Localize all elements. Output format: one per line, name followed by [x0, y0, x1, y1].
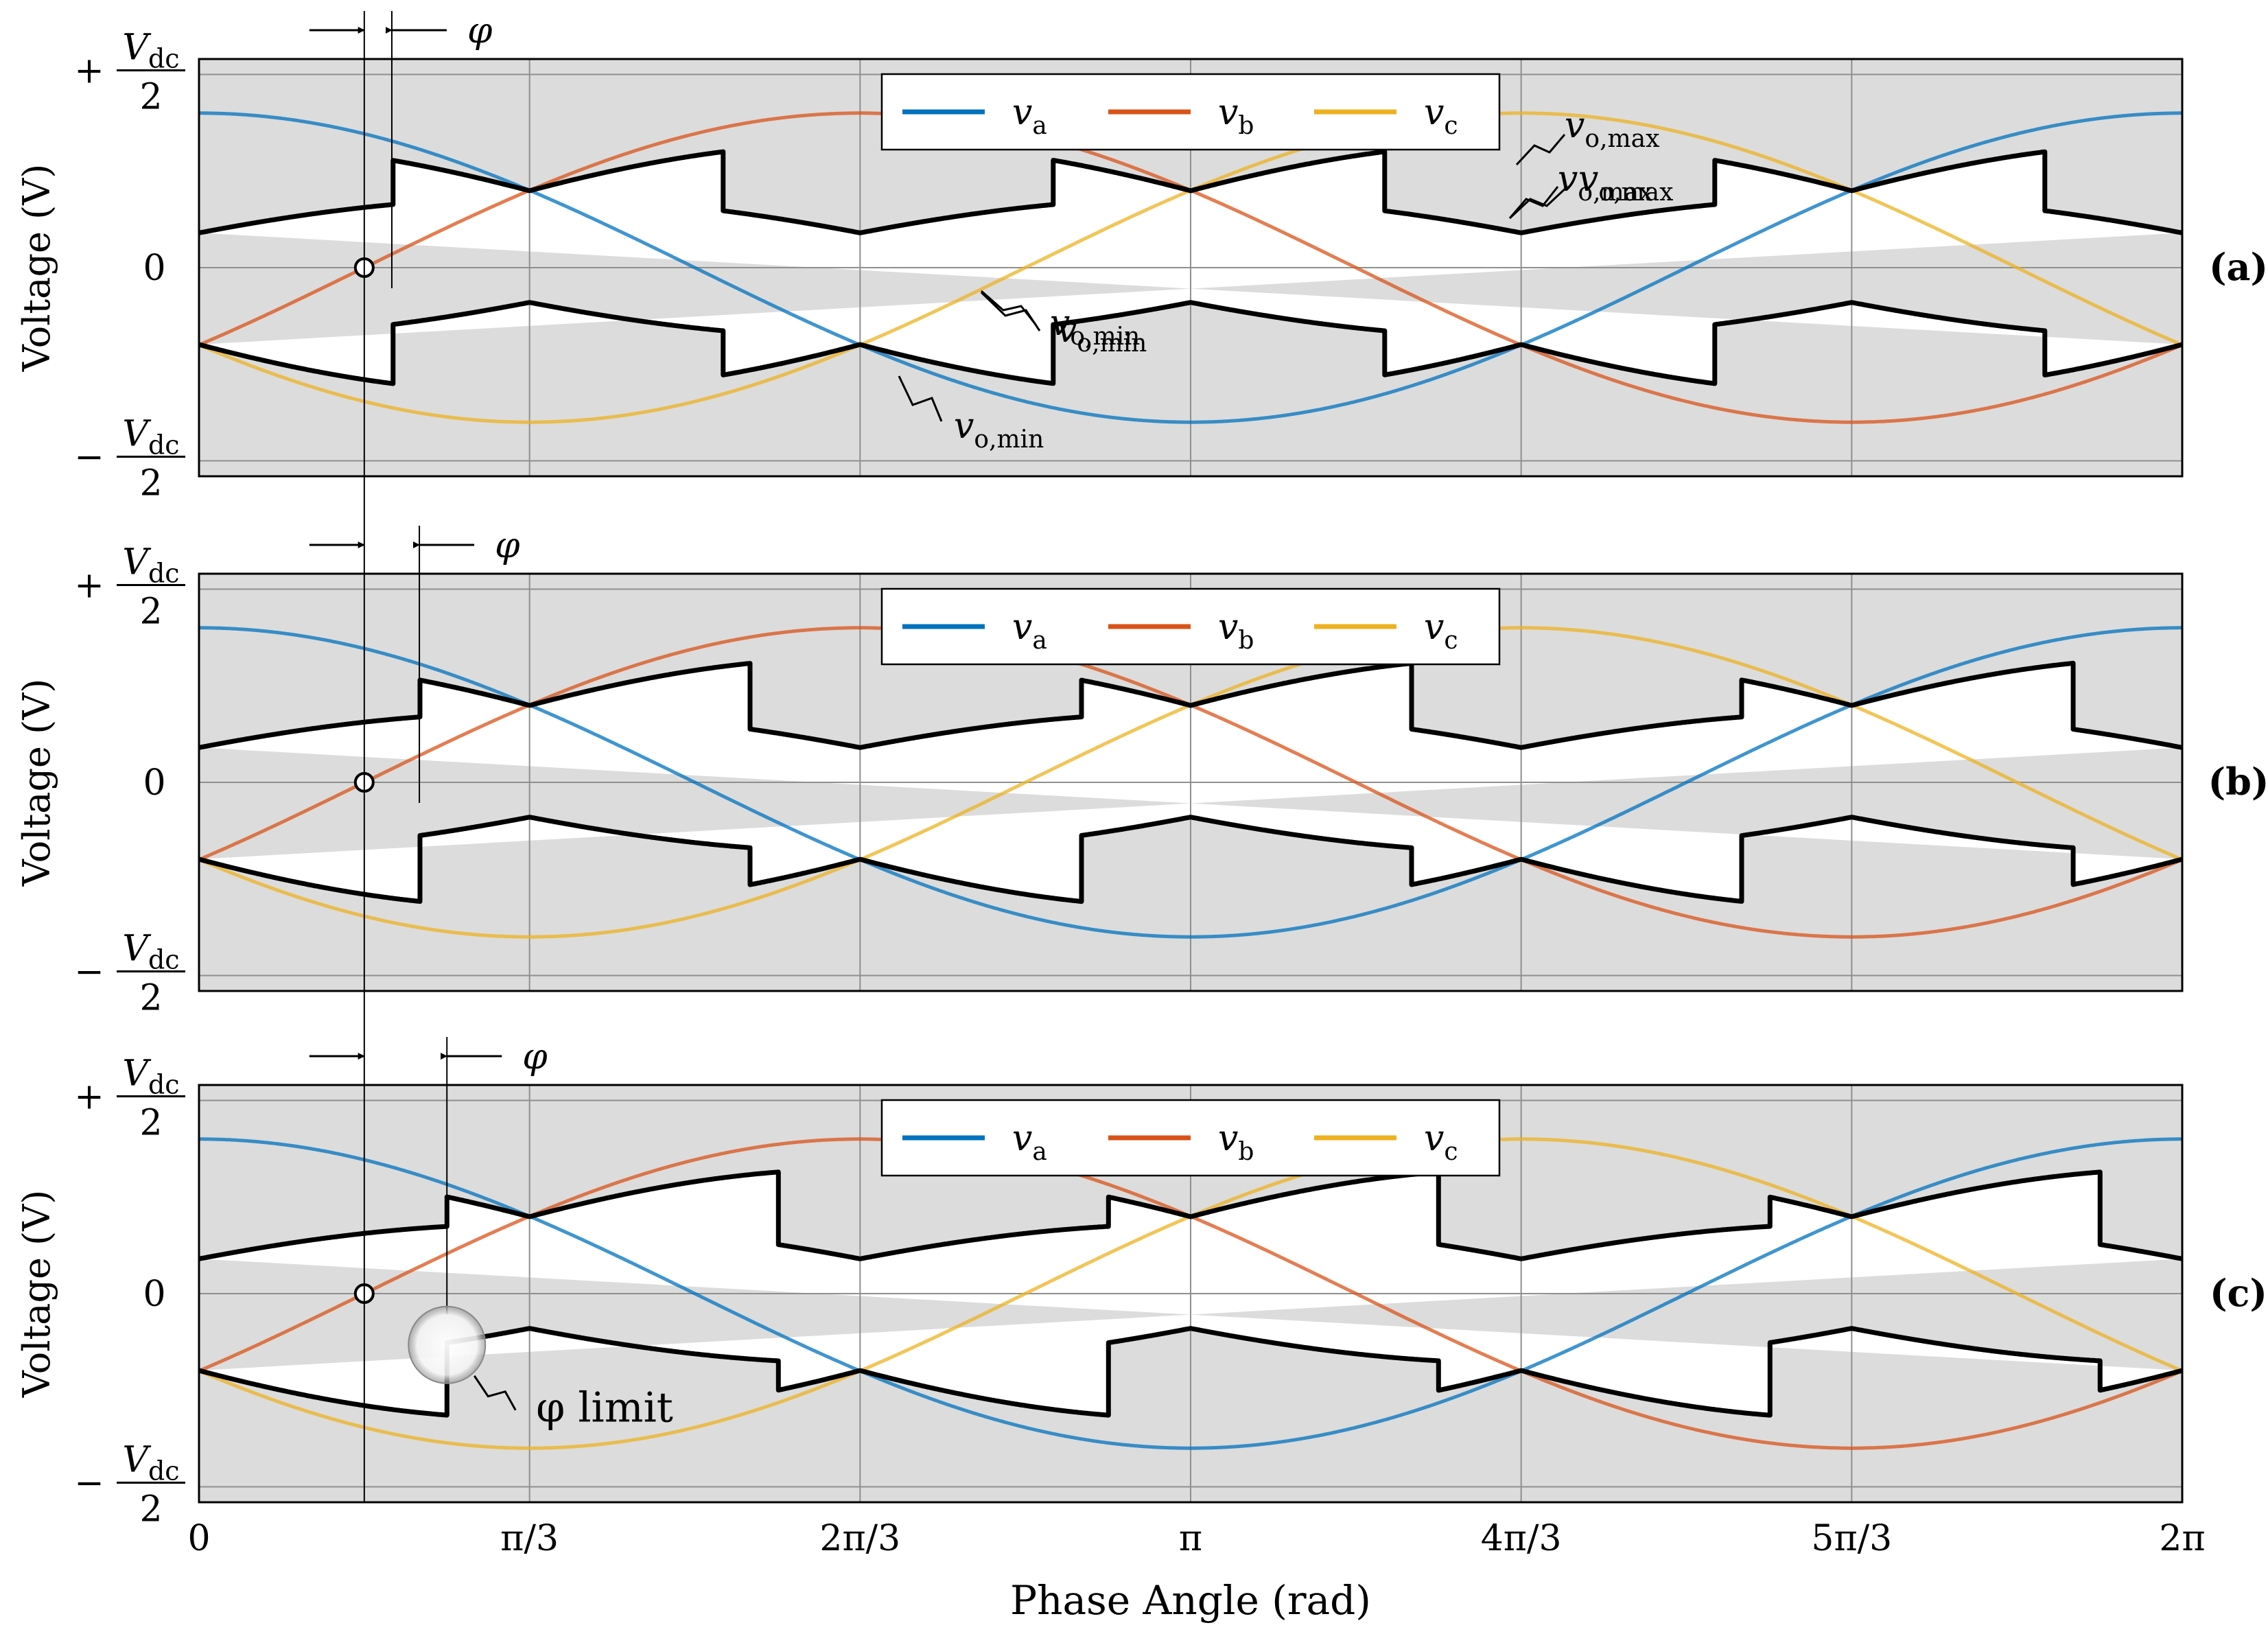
series-vo-min-line [199, 815, 2182, 904]
legend: va vb vc [880, 73, 1501, 151]
vo-max-leader [1508, 186, 1559, 219]
legend-label-v-c: vc [1424, 1118, 1458, 1166]
y-tick-zero: 0 [143, 762, 165, 804]
y-tick-zero: 0 [143, 1274, 165, 1315]
y-tick-top-numerator: Vdc [122, 27, 179, 74]
y-tick-top-denominator: 2 [139, 592, 162, 633]
y-tick-bottom-denominator: 2 [139, 463, 162, 504]
y-tick-top-denominator: 2 [139, 77, 162, 118]
phi-limit-leader [474, 1375, 517, 1411]
overlay-layer: φ limit [363, 11, 673, 1502]
legend-label-v-b: vb [1218, 92, 1254, 140]
vo-max-leader [1508, 185, 1569, 220]
x-tick-label: 5π/3 [1811, 1518, 1892, 1559]
y-tick-sign-plus: + [74, 51, 104, 92]
phi-limit-highlight [408, 1305, 487, 1384]
x-tick-label: π [1179, 1518, 1202, 1559]
vo-min-leader [898, 375, 943, 422]
legend-label-v-a: va [1012, 92, 1047, 140]
legend-label-v-a: va [1012, 607, 1047, 655]
series-vo-max-line [199, 149, 2182, 235]
legend-label-v-b: vb [1218, 1118, 1254, 1166]
annotation-vo-min: vo,min [1057, 310, 1147, 358]
series-vo-max-line [199, 660, 2182, 750]
y-tick-sign-minus: − [74, 436, 104, 478]
phi-limit-label: φ limit [536, 1384, 673, 1432]
legend-label-v-c: vc [1424, 92, 1458, 140]
x-tick-label: 2π [2159, 1518, 2205, 1559]
x-tick-label: 2π/3 [819, 1518, 900, 1559]
y-tick-top-numerator: Vdc [122, 1053, 179, 1100]
x-tick-label: π/3 [500, 1518, 559, 1559]
vo-min-leader [980, 291, 1041, 331]
y-axis-label: Voltage (V) [15, 1190, 58, 1399]
y-axis-label: Voltage (V) [15, 164, 58, 373]
axes-frame [198, 572, 2184, 992]
y-tick-bottom-numerator: Vdc [122, 1439, 179, 1486]
y-tick-bottom-numerator: Vdc [122, 413, 179, 460]
y-tick-sign-plus: + [74, 565, 104, 607]
panel-label-0: (a) [2209, 245, 2268, 289]
annotation-vo-max: vo,max [1565, 105, 1659, 153]
y-tick-zero: 0 [143, 248, 165, 289]
legend: va vb vc [880, 1099, 1501, 1177]
axes-frame [198, 58, 2184, 478]
phase-shift-label: φ [467, 10, 493, 51]
y-tick-sign-minus: − [74, 1462, 104, 1504]
phase-shift-label: φ [522, 1036, 548, 1077]
annotation-vo-max: vo,max [1558, 159, 1652, 207]
x-axis-label: Phase Angle (rad) [1010, 1577, 1371, 1624]
legend-label-v-b: vb [1218, 607, 1254, 655]
legend: va vb vc [880, 587, 1501, 666]
y-tick-sign-plus: + [74, 1077, 104, 1118]
legend-label-v-a: va [1012, 1118, 1047, 1166]
phase-shift-label: φ [495, 525, 520, 566]
y-tick-bottom-denominator: 2 [139, 1489, 162, 1530]
series-vo-min-line [199, 300, 2182, 386]
annotation-vo-min: vo,min [954, 406, 1044, 454]
y-tick-sign-minus: − [74, 951, 104, 992]
legend-label-v-c: vc [1424, 607, 1458, 655]
y-axis-label: Voltage (V) [15, 679, 58, 887]
panel-label-2: (c) [2210, 1271, 2267, 1315]
x-tick-label: 4π/3 [1481, 1518, 1562, 1559]
annotation-vo-min: vo,min [1050, 303, 1140, 351]
y-tick-bottom-denominator: 2 [139, 977, 162, 1018]
series-vo-min-line [199, 1326, 2182, 1418]
y-tick-top-numerator: Vdc [122, 542, 179, 589]
y-tick-bottom-numerator: Vdc [122, 928, 179, 974]
vo-max-leader [1515, 134, 1566, 166]
y-tick-top-denominator: 2 [139, 1103, 162, 1144]
series-vo-max-line [199, 1169, 2182, 1261]
panel-label-1: (b) [2208, 760, 2268, 804]
x-tick-label: 0 [187, 1518, 210, 1559]
annotation-vo-max: vo,max [1578, 159, 1673, 207]
axes-frame [198, 1084, 2184, 1504]
